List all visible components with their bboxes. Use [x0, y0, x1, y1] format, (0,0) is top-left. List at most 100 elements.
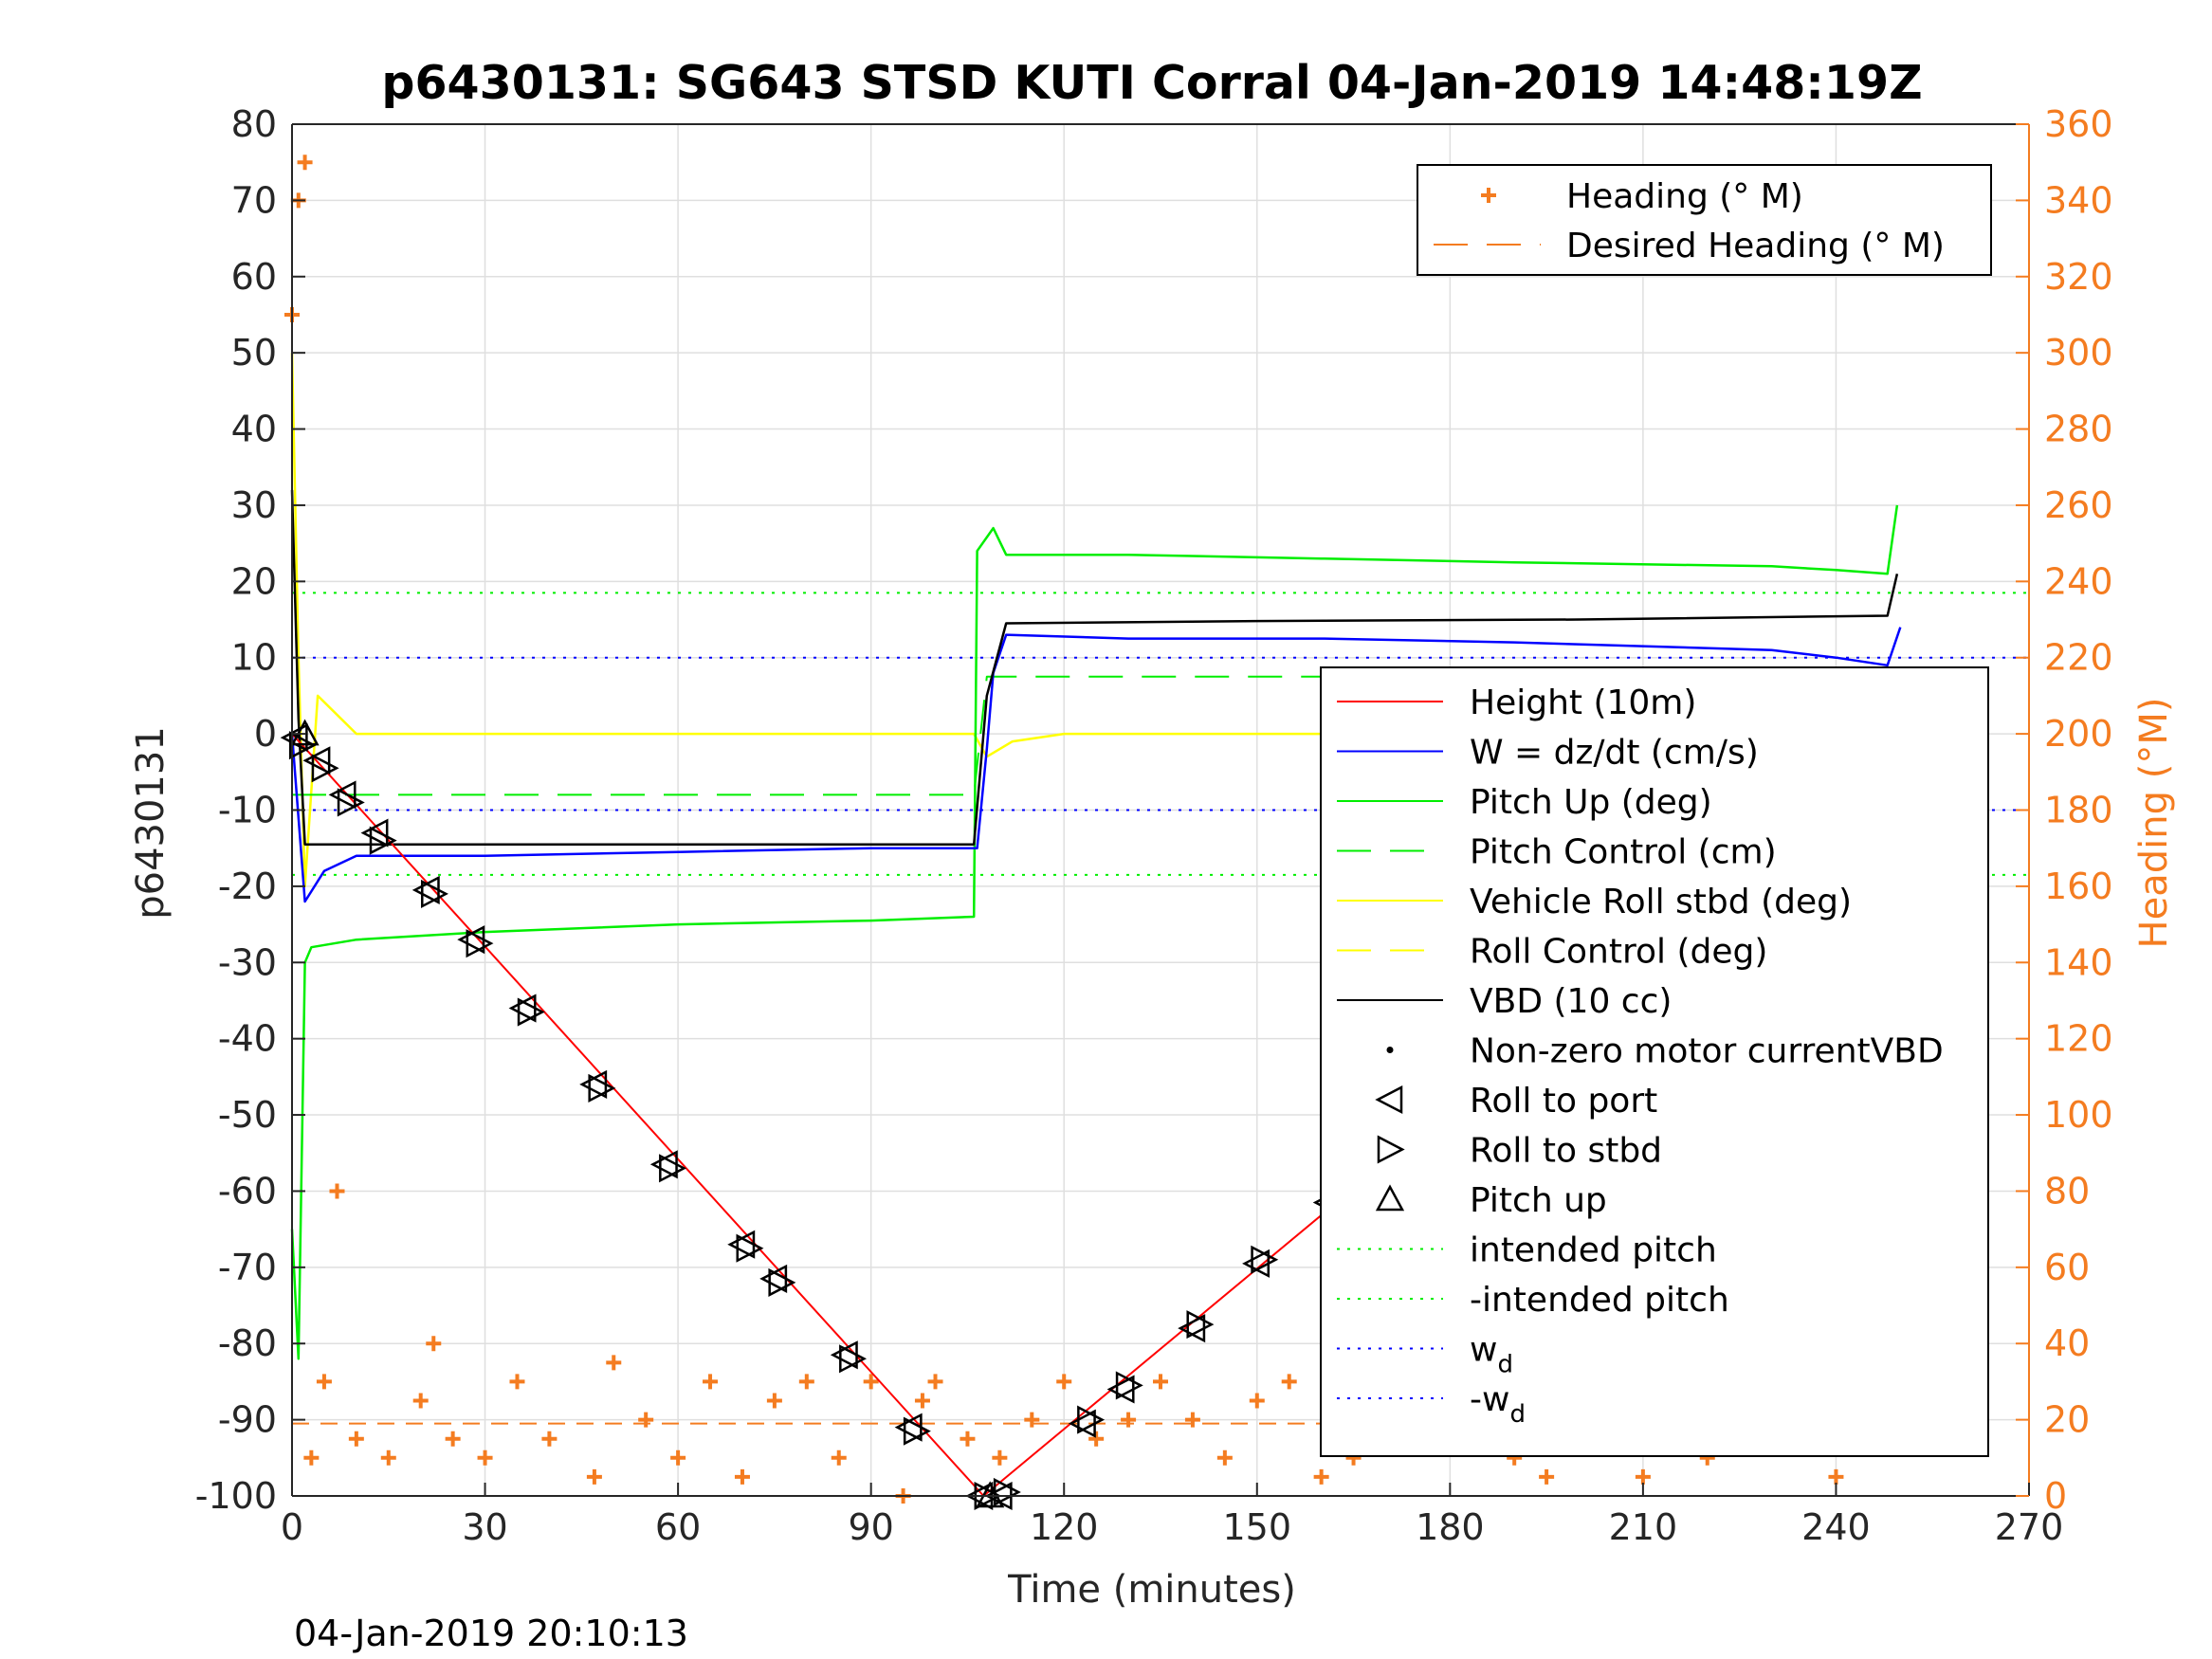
chart-title: p6430131: SG643 STSD KUTI Corral 04-Jan-… [381, 56, 1922, 110]
heading-point [445, 1431, 461, 1447]
y2-tick-label: 160 [2044, 866, 2113, 907]
y2-tick-label: 0 [2044, 1475, 2067, 1517]
legend-label: W = dz/dt (cm/s) [1470, 734, 1759, 773]
legend-label: Vehicle Roll stbd (deg) [1470, 883, 1852, 921]
heading-point [1216, 1449, 1233, 1466]
heading-point [914, 1393, 930, 1409]
heading-point [1024, 1412, 1040, 1428]
heading-point [1635, 1468, 1651, 1485]
legend-swatch [1377, 1135, 1405, 1164]
heading-point [426, 1336, 442, 1352]
y-tick-label: 50 [231, 332, 277, 374]
heading-point [960, 1431, 976, 1447]
heading-point [1313, 1468, 1329, 1485]
heading-point [831, 1449, 847, 1466]
heading-point [670, 1449, 686, 1466]
y2-tick-label: 300 [2044, 332, 2113, 374]
heading-point [1088, 1431, 1105, 1447]
legend-swatch [1375, 1085, 1403, 1115]
heading-point [927, 1374, 943, 1390]
x-tick-label: 120 [1030, 1506, 1099, 1548]
roll-to-stbd-marker [1251, 1245, 1279, 1274]
y-axis-label: p6430131 [129, 726, 173, 920]
heading-point [638, 1412, 654, 1428]
legend-label: Roll to stbd [1470, 1132, 1662, 1171]
x-tick-label: 180 [1416, 1506, 1485, 1548]
x-tick-label: 150 [1223, 1506, 1292, 1548]
y2-tick-label: 260 [2044, 484, 2113, 526]
heading-point [1121, 1412, 1137, 1428]
x-axis-label: Time (minutes) [1007, 1568, 1296, 1612]
x-tick-label: 210 [1609, 1506, 1678, 1548]
roll-to-stbd-marker [588, 1073, 616, 1103]
legend-subscript: d [1509, 1400, 1526, 1429]
x-tick-label: 60 [655, 1506, 701, 1548]
y2-tick-label: 360 [2044, 103, 2113, 145]
roll-to-stbd-marker [288, 731, 317, 760]
y-tick-label: -90 [218, 1399, 277, 1441]
y2-tick-label: 140 [2044, 941, 2113, 983]
legend-swatch [1375, 1184, 1405, 1212]
heading-point [297, 155, 313, 171]
legend-label: -intended pitch [1470, 1281, 1729, 1320]
y2-tick-label: 320 [2044, 256, 2113, 298]
x-ticks: 0 30 60 90 120 150 180 210 240 270 [281, 1483, 2063, 1548]
timestamp: 04-Jan-2019 20:10:13 [294, 1613, 688, 1654]
legend-label: intended pitch [1470, 1231, 1717, 1270]
y-tick-label: -100 [195, 1475, 277, 1517]
legend-label: Roll Control (deg) [1470, 933, 1767, 972]
x-tick-label: 90 [848, 1506, 893, 1548]
y-tick-label: -10 [218, 790, 277, 831]
heading-point [316, 1374, 332, 1390]
legend-heading: Heading (° M) Desired Heading (° M) [1417, 164, 1992, 276]
heading-point [1249, 1393, 1265, 1409]
roll-to-stbd-marker [839, 1344, 868, 1374]
y2-tick-label: 280 [2044, 409, 2113, 450]
heading-legend-label: Heading (° M) [1566, 177, 1803, 216]
legend-label: Pitch Up (deg) [1470, 783, 1712, 822]
roll-to-stbd-marker [369, 826, 397, 855]
w-line [290, 627, 1902, 903]
roll-to-stbd-marker [466, 929, 494, 958]
roll-to-stbd-marker [337, 788, 365, 817]
y2-tick-label: 80 [2044, 1170, 2090, 1212]
heading-point [412, 1393, 429, 1409]
heading-point [541, 1431, 558, 1447]
y2-tick-label: 120 [2044, 1018, 2113, 1060]
y-tick-label: -80 [218, 1322, 277, 1364]
heading-point [1153, 1374, 1168, 1390]
roll-to-stbd-marker [1077, 1405, 1106, 1434]
heading-legend-marker [1481, 188, 1496, 203]
roll-to-stbd-marker [768, 1267, 796, 1297]
heading-point [798, 1374, 814, 1390]
heading-point [348, 1431, 364, 1447]
heading-point [734, 1468, 750, 1485]
x-tick-label: 30 [462, 1506, 507, 1548]
y-tick-label: -30 [218, 941, 277, 983]
roll-to-stbd-marker [736, 1233, 764, 1263]
y-tick-label: 0 [254, 713, 277, 755]
y2-tick-label: 20 [2044, 1399, 2090, 1441]
y-tick-label: -50 [218, 1094, 277, 1136]
heading-point [703, 1374, 719, 1390]
y-tick-label: 30 [231, 484, 277, 526]
heading-point [863, 1374, 879, 1390]
y2-tick-label: 60 [2044, 1247, 2090, 1288]
x-tick-label: 240 [1801, 1506, 1871, 1548]
legend-main: Height (10m) W = dz/dt (cm/s) Pitch Up (de… [1320, 666, 1989, 1457]
heading-point [477, 1449, 493, 1466]
y2-tick-label: 40 [2044, 1322, 2090, 1364]
roll-to-stbd-marker [421, 879, 448, 908]
legend-swatch [1386, 1047, 1394, 1053]
heading-point [509, 1374, 525, 1390]
x-tick-label: 0 [281, 1506, 303, 1548]
heading-point [329, 1183, 345, 1199]
legend-label: Roll to port [1470, 1082, 1657, 1121]
roll-to-stbd-marker [903, 1416, 931, 1446]
heading-point [1281, 1374, 1297, 1390]
y-tick-label: 70 [231, 179, 277, 221]
y-tick-label: -40 [218, 1018, 277, 1060]
x-tick-label: 270 [1995, 1506, 2064, 1548]
heading-point [766, 1393, 782, 1409]
